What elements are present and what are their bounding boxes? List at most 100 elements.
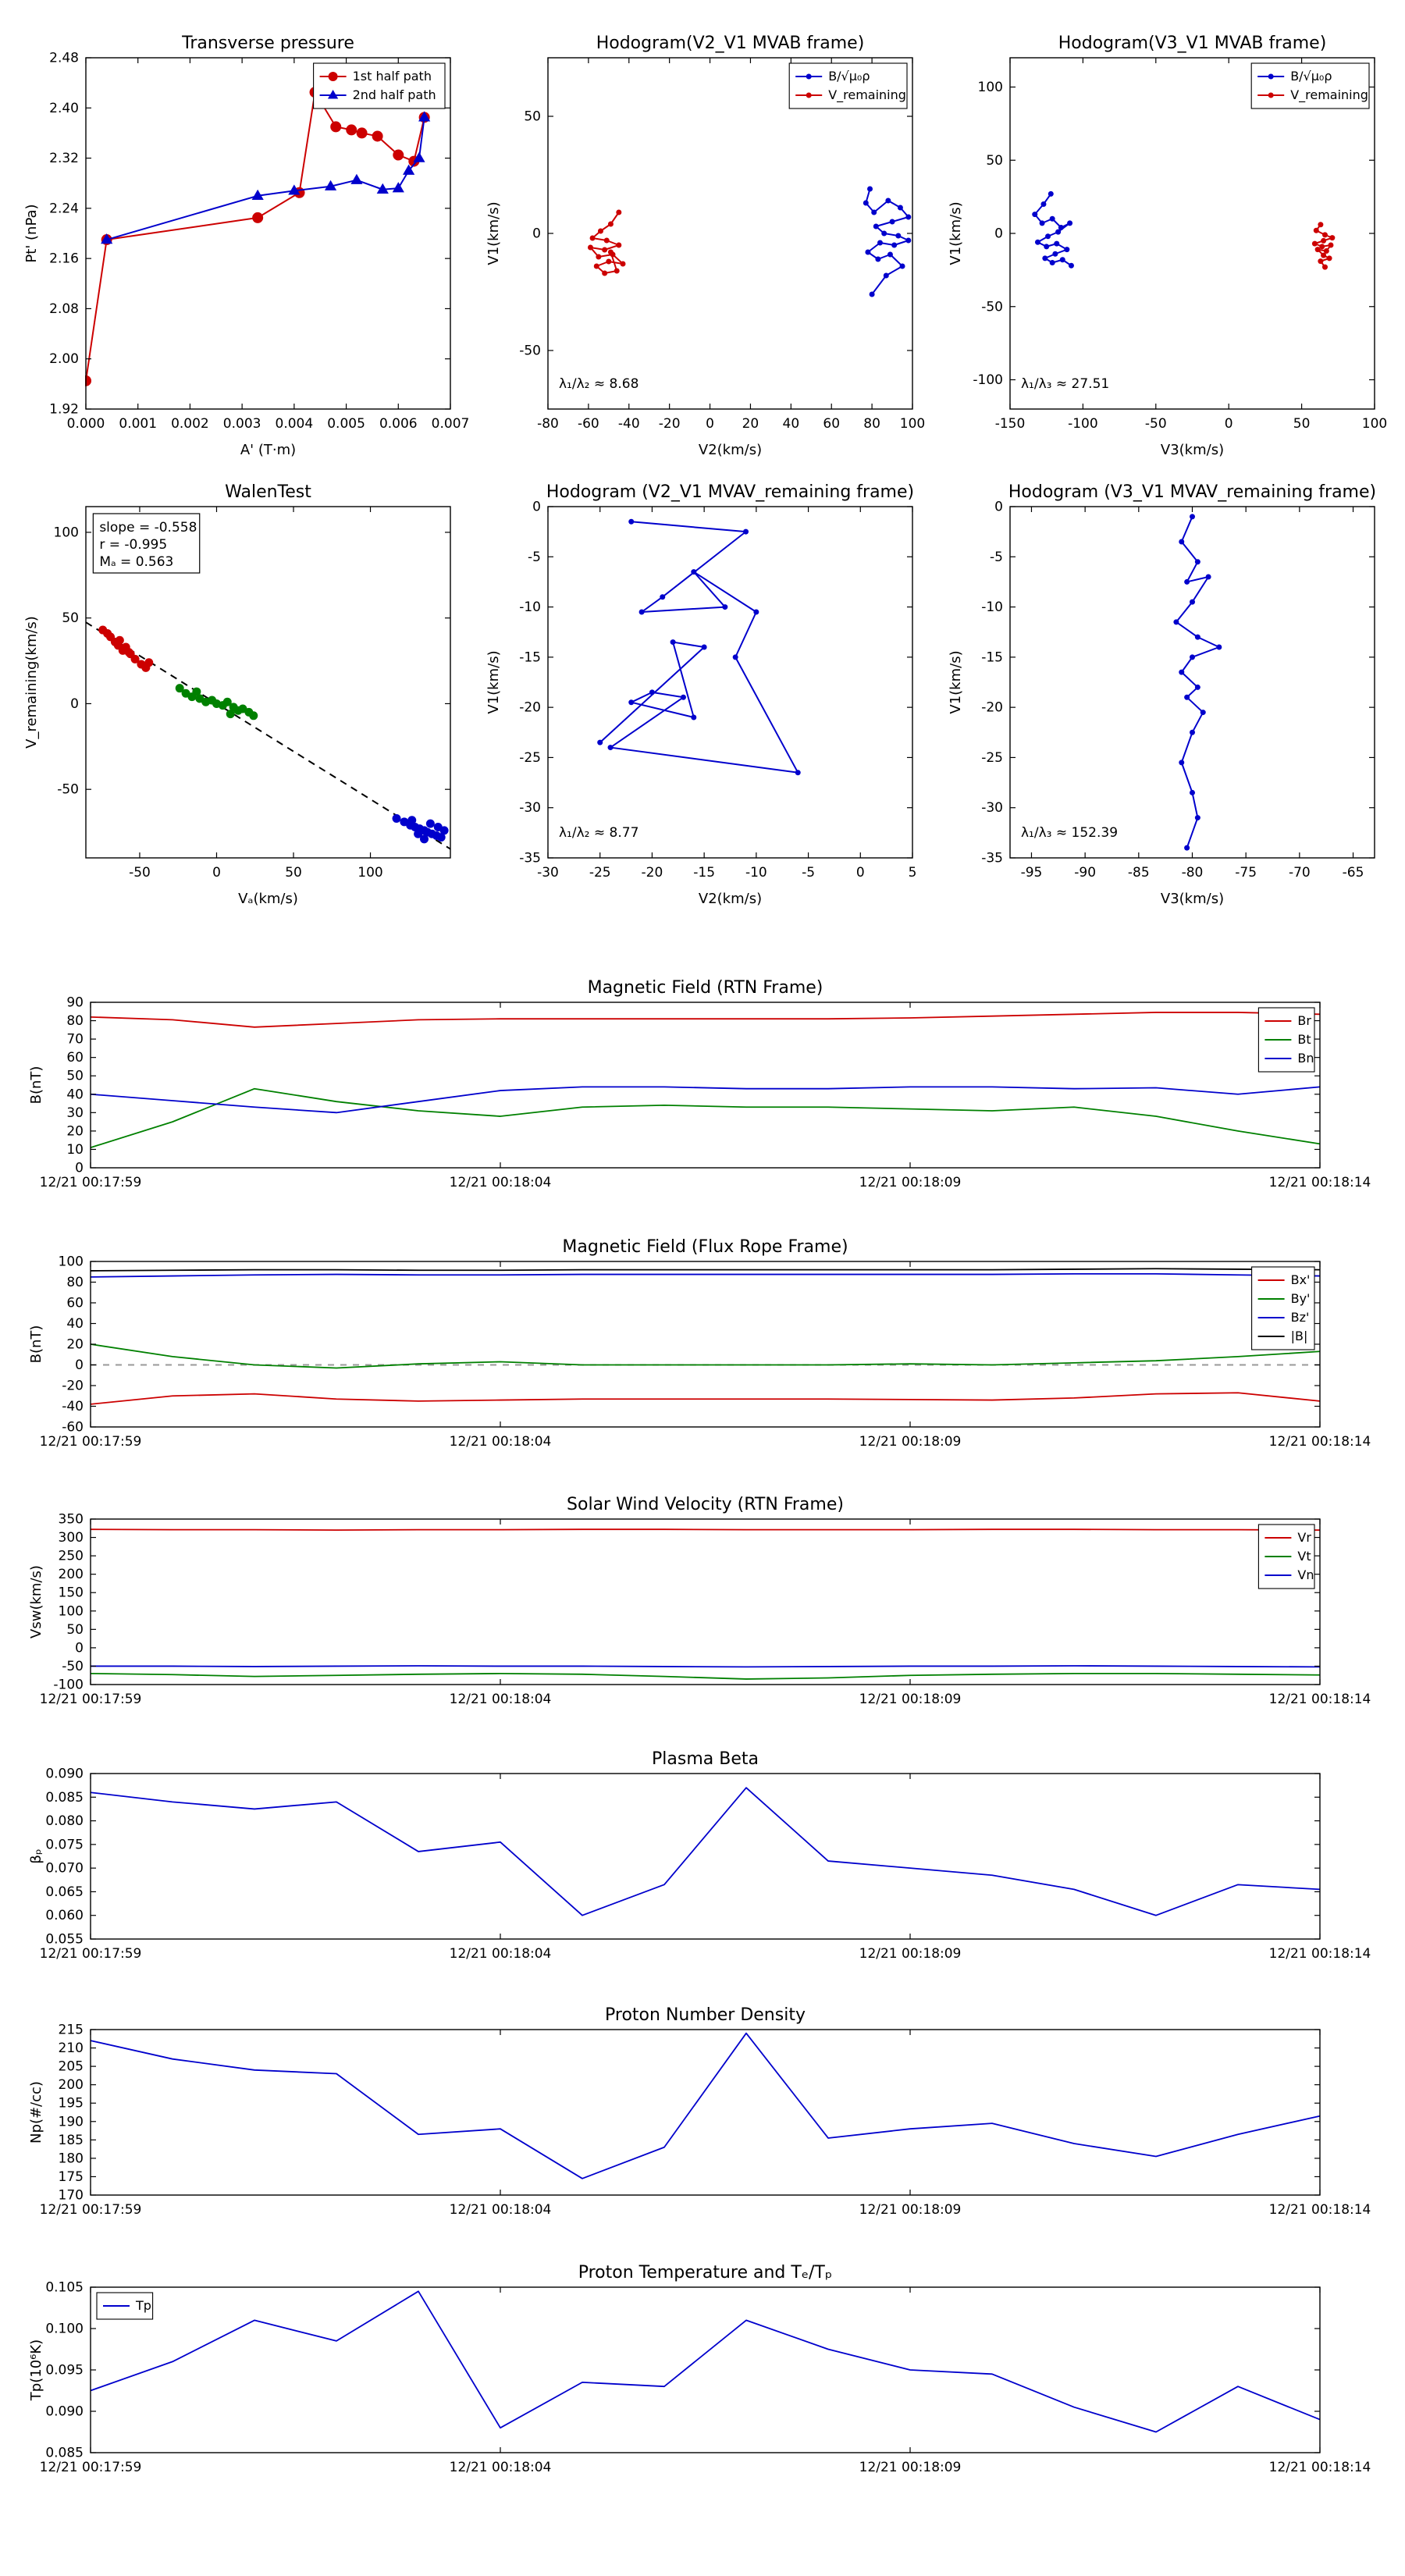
panel-proton-temperature: 12/21 00:17:59 12/21 00:18:04 12/21 00:18:… [0,2261,1405,2495]
marker-triangle [288,184,301,195]
series-group [597,518,801,776]
series-2nd-half-path [106,117,425,241]
y-tick-label: 80 [66,1013,84,1029]
marker-circle [603,237,610,244]
legend-label: Tp [135,2298,151,2313]
x-tick-label: 0.005 [327,416,365,432]
y-tick-label: 2.32 [49,151,79,166]
y-tick-label: -60 [62,1420,84,1436]
y-tick-label: 90 [66,995,84,1011]
axes: -50 0 50 100 -50 0 50 100 [54,507,450,881]
y-tick-label: 20 [66,1337,84,1353]
x-tick-label: -40 [618,416,640,432]
panel-hodogram-v2v1-mvav: -30 -25 -20 -15 -10 -5 0 5 -35 -30 -25 -20 -15 -10 -5 0… [478,472,938,917]
y-axis-label: Np(#/cc) [28,2081,44,2144]
marker-circle [806,92,812,98]
legend-box [313,62,446,109]
chart-title: Plasma Beta [652,1749,759,1769]
x-tick-label: 100 [357,865,382,881]
x-tick-label: 12/21 00:18:14 [1269,1692,1371,1707]
y-tick-label: 0 [532,226,541,242]
marker-triangle [327,90,339,99]
marker-circle [1032,212,1038,218]
y-tick-label: 200 [59,1567,84,1582]
y-tick-label: 150 [59,1585,84,1601]
x-tick-label: 12/21 00:17:59 [40,2202,142,2218]
marker-circle [891,242,898,248]
marker-circle [596,254,602,260]
plot-frame [90,1773,1321,1940]
marker-circle [1323,248,1329,254]
x-tick-label: 12/21 00:18:09 [859,1175,962,1190]
marker-circle [1173,619,1179,625]
x-tick-label: -10 [745,865,767,881]
plot-frame [90,1002,1321,1169]
x-tick-label: 12/21 00:18:04 [450,2460,552,2475]
marker-circle [1321,264,1328,270]
y-tick-label: 2.16 [49,251,79,267]
y-tick-label: -25 [519,750,541,766]
marker-circle [1040,201,1047,207]
x-tick-label: 12/21 00:18:14 [1269,1946,1371,1962]
marker-circle [701,644,707,650]
series-by [90,1343,1321,1369]
y-tick-label: 205 [59,2059,84,2075]
marker-circle [1329,235,1336,241]
marker-circle [905,214,912,220]
axes: -150 -100 -50 0 50 100 -100 -50 0 50 100 [973,58,1387,432]
marker-circle [899,263,905,269]
plot-background [86,58,450,409]
series-group [90,1268,1321,1405]
y-tick-label: 0 [75,1357,84,1373]
marker-circle [1205,574,1211,580]
marker-circle [1194,634,1200,640]
y-tick-label: -30 [981,800,1003,816]
marker-circle [330,121,342,133]
axes: 12/21 00:17:59 12/21 00:18:04 12/21 00:18:… [40,1254,1371,1450]
legend-label: Br [1297,1013,1311,1028]
x-tick-label: 50 [1293,416,1311,432]
marker-circle [649,689,655,696]
x-tick-label: -80 [1182,865,1204,881]
axes: 0.000 0.001 0.002 0.003 0.004 0.005 0.006 0.007… [49,51,469,432]
axes: 12/21 00:17:59 12/21 00:18:04 12/21 00:18:… [40,995,1371,1191]
series-vr [90,1528,1321,1532]
x-tick-label: 12/21 00:18:04 [450,1692,552,1707]
y-tick-label: -35 [981,851,1003,866]
marker-circle [670,639,676,646]
y-tick-label: 50 [986,153,1003,169]
x-axis-label: V2(km/s) [699,442,762,458]
marker-circle [628,518,635,525]
y-tick-label: -20 [981,700,1003,716]
y-axis-label: V1(km/s) [486,650,502,713]
marker-circle [1326,255,1332,262]
y-tick-label: -5 [528,550,541,565]
x-tick-label: 0 [1225,416,1233,432]
chart-title: Proton Number Density [605,2005,806,2025]
marker-circle [1039,220,1045,226]
y-tick-label: 40 [66,1087,84,1102]
marker-circle [328,72,338,81]
marker-circle [1184,578,1190,585]
x-tick-label: -5 [802,865,815,881]
y-tick-label: 70 [66,1032,84,1048]
marker-circle [1058,225,1064,230]
marker-triangle [392,182,404,193]
legend: Br Bt Bn [1257,1007,1315,1073]
plasma-beta-svg: 12/21 00:17:59 12/21 00:18:04 12/21 00:18:… [28,1749,1371,1962]
series-bz [90,1273,1321,1278]
proton-number-density-svg: 12/21 00:17:59 12/21 00:18:04 12/21 00:18:… [28,2005,1371,2218]
marker-circle [1048,190,1054,197]
panel-transverse-pressure: 0.000 0.001 0.002 0.003 0.004 0.005 0.006 0.007… [16,23,476,468]
series-vt [90,1672,1321,1680]
marker-circle [1042,255,1048,262]
x-tick-label: -85 [1128,865,1150,881]
marker-circle [1052,251,1058,257]
marker-circle [407,816,417,825]
plot-background [91,1261,1320,1427]
marker-circle [732,654,738,660]
panel-proton-number-density: 12/21 00:17:59 12/21 00:18:04 12/21 00:18:… [0,2003,1405,2237]
marker-circle [1318,222,1324,228]
legend: B/√μ₀ρ V_remaining [788,62,908,109]
y-axis-label: V_remaining(km/s) [23,616,40,749]
